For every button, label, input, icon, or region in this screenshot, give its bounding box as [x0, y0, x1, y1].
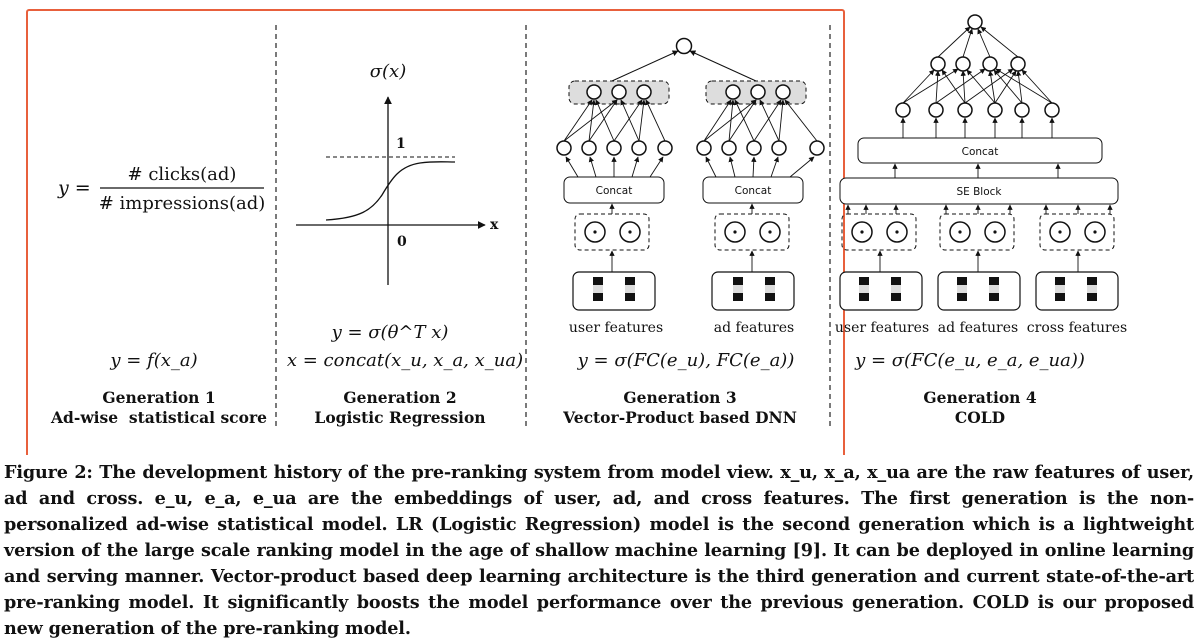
generation-1-panel: y = # clicks(ad) # impressions(ad) y = f… — [50, 164, 267, 427]
generation-2-panel: σ(x) 1 0 x y = σ(θ^T x) x = concat(x_u, … — [287, 61, 523, 427]
gen4-title: Generation 4 — [923, 388, 1036, 407]
output-node — [675, 37, 693, 55]
gen4-label-ad: ad features — [938, 320, 1018, 336]
user-tower: Concat — [556, 80, 673, 311]
gen3-equation: y = σ(FC(e_u), FC(e_a)) — [577, 350, 795, 371]
label-zero: 0 — [397, 234, 407, 250]
gen4-subtitle: COLD — [955, 408, 1005, 427]
feature-box-right — [711, 271, 795, 311]
label-x: x — [490, 217, 499, 233]
concat-label-left: Concat — [596, 185, 633, 197]
output-node — [967, 14, 983, 30]
figure-caption: Figure 2: The development history of the… — [0, 460, 1198, 642]
gen4-label-cross: cross features — [1027, 320, 1127, 336]
gen3-subtitle: Vector-Product based DNN — [562, 408, 797, 427]
caption-label: Figure 2: — [4, 462, 93, 483]
label-one: 1 — [396, 136, 406, 152]
gen4-label-user: user features — [835, 320, 929, 336]
gen2-equation-1: y = σ(θ^T x) — [331, 322, 449, 343]
figure-diagram: y = # clicks(ad) # impressions(ad) y = f… — [26, 9, 1127, 455]
generation-3-panel: Concat — [556, 37, 825, 427]
gen2-subtitle: Logistic Regression — [314, 408, 485, 427]
feature-box-left — [572, 271, 656, 311]
generation-4-panel: Concat SE Block — [835, 14, 1127, 427]
gen3-title: Generation 3 — [623, 388, 736, 407]
gen2-equation-2: x = concat(x_u, x_a, x_ua) — [287, 350, 523, 371]
gen2-title: Generation 2 — [343, 388, 456, 407]
gen3-label-ad: ad features — [714, 320, 794, 336]
highlight-box — [26, 9, 845, 455]
gen1-numerator: # clicks(ad) — [128, 164, 237, 185]
gen4-equation: y = σ(FC(e_u, e_a, e_ua)) — [854, 350, 1085, 371]
gen3-label-user: user features — [569, 320, 663, 336]
gen1-title: Generation 1 — [102, 388, 215, 407]
sigmoid-curve — [325, 161, 456, 221]
gen1-denominator: # impressions(ad) — [99, 193, 266, 214]
gen1-equation: y = f(x_a) — [109, 350, 197, 371]
gen1-formula-lhs: y = — [57, 177, 91, 199]
se-block-box — [839, 177, 1119, 205]
sigma-axis-title: σ(x) — [370, 61, 406, 82]
ad-tower: Concat — [696, 80, 825, 311]
caption-text: The development history of the pre-ranki… — [4, 462, 1194, 639]
concat-label-right: Concat — [735, 185, 772, 197]
concat-label: Concat — [962, 146, 999, 158]
concat-box — [857, 137, 1103, 164]
se-block-label: SE Block — [956, 186, 1002, 198]
gen1-subtitle: Ad-wise statistical score — [50, 408, 267, 427]
